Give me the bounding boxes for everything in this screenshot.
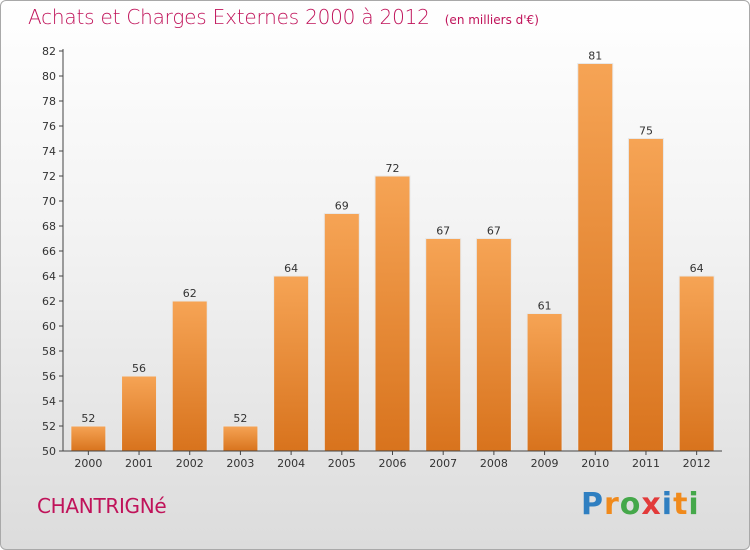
y-tick-label: 80 [42, 70, 56, 83]
bar [323, 213, 360, 452]
logo-letter: t [673, 487, 689, 522]
commune-name: CHANTRIGNé [37, 494, 167, 518]
bar-value-label: 52 [233, 412, 247, 425]
bar [475, 238, 512, 452]
y-tick-label: 50 [42, 445, 56, 458]
bar-value-label: 56 [132, 362, 146, 375]
x-tick-label: 2002 [176, 457, 204, 470]
x-tick-label: 2009 [531, 457, 559, 470]
bar [70, 425, 107, 452]
bar [121, 375, 158, 452]
bar [526, 313, 563, 452]
logo-letter: x [641, 487, 662, 522]
x-tick-label: 2001 [125, 457, 153, 470]
y-tick-label: 76 [42, 120, 56, 133]
logo-letter: i [688, 487, 700, 522]
logo-letter: o [619, 487, 642, 522]
x-tick-label: 2008 [480, 457, 508, 470]
x-tick-label: 2004 [277, 457, 305, 470]
bar-value-label: 67 [436, 225, 450, 238]
bar-group: 81 [577, 50, 614, 452]
bar-group: 67 [425, 225, 462, 452]
bar-group: 67 [475, 225, 512, 452]
bar [425, 238, 462, 452]
x-tick-label: 2000 [74, 457, 102, 470]
y-tick-label: 56 [42, 370, 56, 383]
y-tick-label: 60 [42, 320, 56, 333]
x-tick-label: 2003 [226, 457, 254, 470]
x-tick-label: 2005 [328, 457, 356, 470]
y-tick-label: 82 [42, 45, 56, 58]
bar-value-label: 81 [588, 50, 602, 63]
bar-value-label: 75 [639, 125, 653, 138]
logo-letter: r [604, 487, 620, 522]
bar-group: 72 [374, 162, 411, 452]
bar [171, 300, 208, 452]
x-tick-label: 2010 [581, 457, 609, 470]
x-tick-label: 2012 [683, 457, 711, 470]
bar [678, 275, 715, 452]
bar-group: 52 [70, 412, 107, 452]
proxiti-logo: Proxiti [581, 487, 700, 522]
bar-group: 56 [121, 362, 158, 452]
y-tick-label: 54 [42, 395, 56, 408]
bar-series: 52 56 62 52 64 69 72 67 67 61 81 75 64 [70, 50, 715, 452]
bar [222, 425, 259, 452]
chart-title: Achats et Charges Externes 2000 à 2012 [28, 5, 430, 29]
y-tick-label: 72 [42, 170, 56, 183]
bar-value-label: 61 [538, 300, 552, 313]
y-axis: 50 52 54 56 58 60 62 64 66 68 70 72 74 76 78 80 82 [42, 45, 64, 458]
bar-group: 69 [323, 200, 360, 452]
logo-letter: i [661, 487, 674, 522]
bar-value-label: 64 [284, 262, 298, 275]
bar-group: 52 [222, 412, 259, 452]
x-tick-label: 2011 [632, 457, 660, 470]
bar-group: 62 [171, 287, 208, 452]
bar-group: 61 [526, 300, 563, 452]
bar-value-label: 69 [335, 200, 349, 213]
x-tick-label: 2006 [379, 457, 407, 470]
bar-value-label: 62 [183, 287, 197, 300]
y-tick-label: 58 [42, 345, 56, 358]
bar-value-label: 72 [386, 162, 400, 175]
bar [627, 138, 664, 452]
bar-value-label: 64 [690, 262, 704, 275]
y-tick-label: 64 [42, 270, 56, 283]
bar-group: 64 [678, 262, 715, 452]
x-axis: 2000 2001 2002 2003 2004 2005 2006 2007 2008 2009… [63, 450, 722, 470]
logo-letter: P [581, 487, 604, 522]
y-tick-label: 74 [42, 145, 56, 158]
bar [577, 63, 614, 452]
y-tick-label: 52 [42, 420, 56, 433]
y-tick-label: 70 [42, 195, 56, 208]
bar-group: 64 [273, 262, 310, 452]
chart-title-block: Achats et Charges Externes 2000 à 2012 (… [28, 5, 539, 35]
y-tick-label: 68 [42, 220, 56, 233]
bar [374, 175, 411, 452]
x-tick-label: 2007 [429, 457, 457, 470]
chart-unit-note: (en milliers d'€) [444, 13, 539, 27]
bar-group: 75 [627, 125, 664, 452]
y-tick-label: 62 [42, 295, 56, 308]
y-tick-label: 78 [42, 95, 56, 108]
bar-value-label: 52 [81, 412, 95, 425]
y-tick-label: 66 [42, 245, 56, 258]
bar-value-label: 67 [487, 225, 501, 238]
bar [273, 275, 310, 452]
